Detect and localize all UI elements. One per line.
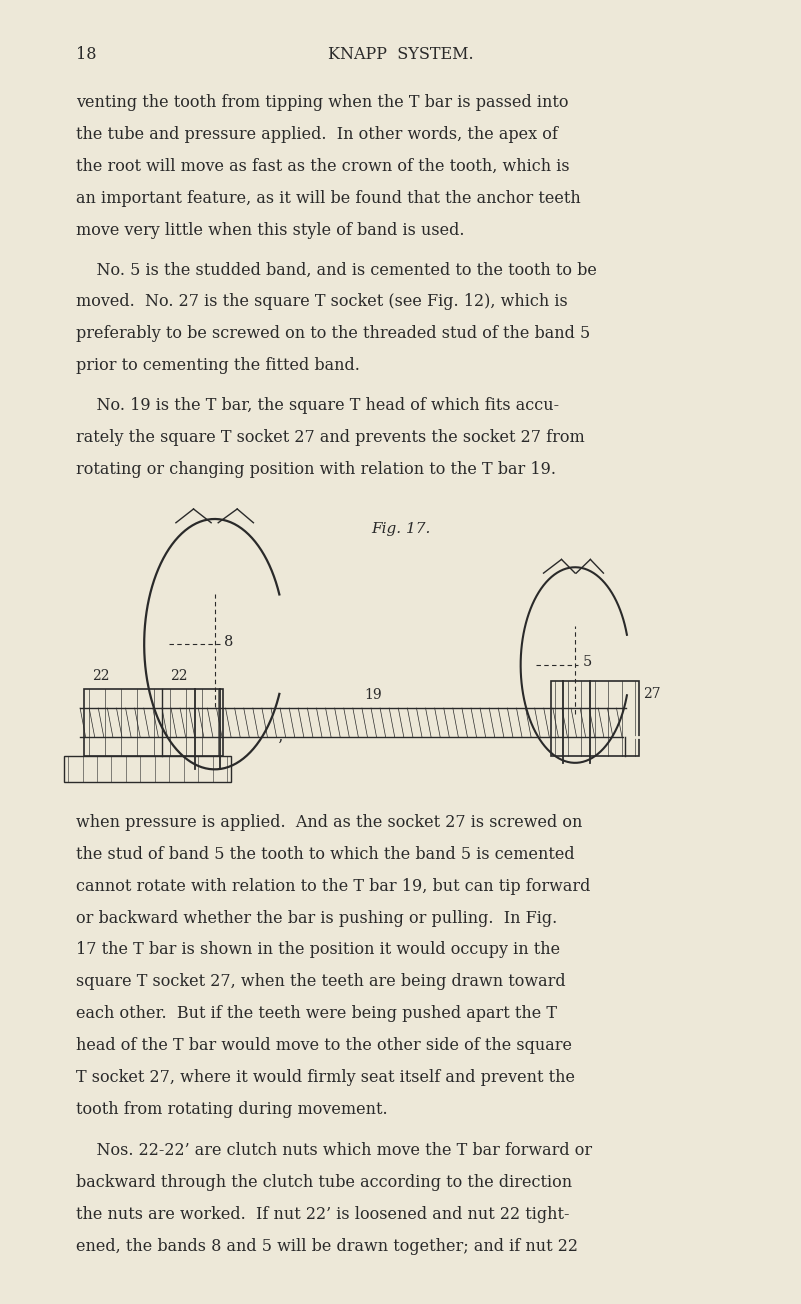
Text: 22: 22 <box>92 669 110 683</box>
Text: the tube and pressure applied.  In other words, the apex of: the tube and pressure applied. In other … <box>76 125 558 143</box>
Text: each other.  But if the teeth were being pushed apart the T: each other. But if the teeth were being … <box>76 1005 557 1022</box>
Text: rately the square T socket 27 and prevents the socket 27 from: rately the square T socket 27 and preven… <box>76 429 585 446</box>
Text: the root will move as fast as the crown of the tooth, which is: the root will move as fast as the crown … <box>76 158 570 175</box>
Text: venting the tooth from tipping when the T bar is passed into: venting the tooth from tipping when the … <box>76 94 569 111</box>
Text: Nos. 22-22’ are clutch nuts which move the T bar forward or: Nos. 22-22’ are clutch nuts which move t… <box>76 1142 592 1159</box>
Text: T socket 27, where it would firmly seat itself and prevent the: T socket 27, where it would firmly seat … <box>76 1069 575 1086</box>
Text: 19: 19 <box>364 687 382 702</box>
Text: rotating or changing position with relation to the T bar 19.: rotating or changing position with relat… <box>76 460 556 479</box>
Text: tooth from rotating during movement.: tooth from rotating during movement. <box>76 1101 388 1119</box>
Text: head of the T bar would move to the other side of the square: head of the T bar would move to the othe… <box>76 1038 572 1055</box>
Text: the stud of band 5 the tooth to which the band 5 is cemented: the stud of band 5 the tooth to which th… <box>76 845 575 863</box>
Text: No. 19 is the T bar, the square T head of which fits accu-: No. 19 is the T bar, the square T head o… <box>76 396 559 415</box>
Text: ’: ’ <box>278 738 283 755</box>
Text: preferably to be screwed on to the threaded stud of the band 5: preferably to be screwed on to the threa… <box>76 325 590 343</box>
Text: 27: 27 <box>643 687 661 700</box>
Text: 17 the T bar is shown in the position it would occupy in the: 17 the T bar is shown in the position it… <box>76 941 560 958</box>
Text: No. 5 is the studded band, and is cemented to the tooth to be: No. 5 is the studded band, and is cement… <box>76 261 597 279</box>
Text: move very little when this style of band is used.: move very little when this style of band… <box>76 222 465 239</box>
Text: prior to cementing the fitted band.: prior to cementing the fitted band. <box>76 357 360 374</box>
Text: when pressure is applied.  And as the socket 27 is screwed on: when pressure is applied. And as the soc… <box>76 814 582 831</box>
Text: Fig. 17.: Fig. 17. <box>371 522 430 536</box>
Text: KNAPP  SYSTEM.: KNAPP SYSTEM. <box>328 46 473 63</box>
Text: an important feature, as it will be found that the anchor teeth: an important feature, as it will be foun… <box>76 189 581 207</box>
Text: 18: 18 <box>76 46 97 63</box>
Text: 22: 22 <box>170 669 187 683</box>
Text: ened, the bands 8 and 5 will be drawn together; and if nut 22: ened, the bands 8 and 5 will be drawn to… <box>76 1239 578 1256</box>
Text: or backward whether the bar is pushing or pulling.  In Fig.: or backward whether the bar is pushing o… <box>76 910 557 927</box>
Text: 8: 8 <box>224 635 234 648</box>
Text: moved.  No. 27 is the square T socket (see Fig. 12), which is: moved. No. 27 is the square T socket (se… <box>76 293 568 310</box>
Text: 5: 5 <box>583 656 593 669</box>
Text: cannot rotate with relation to the T bar 19, but can tip forward: cannot rotate with relation to the T bar… <box>76 878 590 895</box>
Text: backward through the clutch tube according to the direction: backward through the clutch tube accordi… <box>76 1174 572 1192</box>
Text: square T socket 27, when the teeth are being drawn toward: square T socket 27, when the teeth are b… <box>76 973 566 991</box>
Text: the nuts are worked.  If nut 22’ is loosened and nut 22 tight-: the nuts are worked. If nut 22’ is loose… <box>76 1206 570 1223</box>
